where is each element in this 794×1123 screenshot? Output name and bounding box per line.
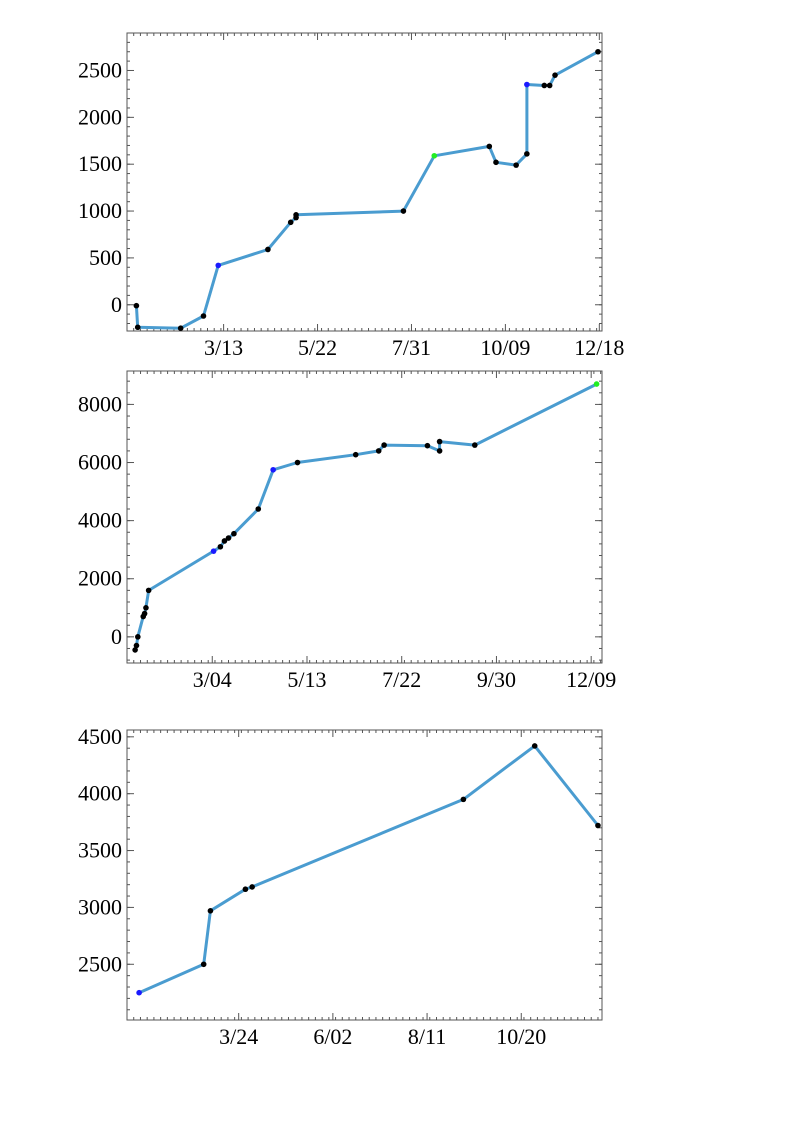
data-point: [436, 438, 443, 445]
x-tick-label: 10/20: [496, 1024, 546, 1049]
data-point: [265, 246, 271, 253]
data-point: [593, 381, 600, 387]
data-point: [287, 219, 294, 226]
data-point: [546, 82, 553, 89]
data-point: [294, 459, 301, 466]
data-point: [132, 647, 138, 653]
data-point: [221, 538, 228, 544]
x-tick-label: 5/22: [298, 335, 337, 360]
x-tick-label: 9/30: [477, 667, 516, 692]
series-line: [133, 382, 599, 652]
data-point: [207, 908, 214, 914]
y-tick-label: 4500: [78, 724, 122, 749]
data-point: [486, 143, 493, 150]
data-point: [595, 48, 601, 55]
y-tick-label: 4000: [78, 508, 122, 533]
y-tick-label: 0: [111, 292, 122, 317]
data-point: [210, 548, 217, 554]
y-tick-label: 4000: [78, 781, 122, 806]
chart-panel-1: 3/13 5/22 7/31 10/09 12/18 0 500 1000 1500 2000 25…: [78, 32, 624, 360]
data-point: [249, 884, 255, 890]
data-point: [217, 543, 224, 550]
y-tick-label: 1000: [78, 198, 122, 223]
data-point: [531, 743, 538, 749]
data-point: [595, 822, 601, 829]
plot-frame: [126, 729, 603, 1021]
x-tick-label: 3/24: [219, 1024, 258, 1049]
data-point: [145, 587, 152, 594]
x-tick-label: 6/02: [313, 1024, 352, 1049]
data-point: [200, 313, 207, 319]
data-point: [524, 81, 530, 88]
x-tick-label: 12/09: [566, 667, 616, 692]
plot-frame: [126, 32, 603, 332]
x-tick-label: 5/13: [287, 667, 326, 692]
y-tick-label: 3500: [78, 838, 122, 863]
plot-frame: [126, 370, 603, 664]
data-point: [141, 610, 148, 617]
y-tick-label: 3000: [78, 894, 122, 919]
y-tick-label: 2000: [78, 566, 122, 591]
data-point: [381, 442, 387, 448]
x-tick-label: 7/22: [382, 667, 421, 692]
data-point: [135, 634, 141, 640]
data-point: [133, 302, 140, 309]
data-point: [400, 208, 407, 214]
data-point: [493, 159, 499, 166]
data-point: [436, 448, 443, 454]
y-tick-label: 0: [111, 624, 122, 649]
data-point: [215, 262, 222, 269]
chart-panel-3: 3/24 6/02 8/11 10/20 2500 3000 3500 4000 4500: [78, 724, 603, 1049]
data-point: [143, 604, 149, 611]
data-point: [177, 325, 184, 331]
x-tick-label: 7/31: [392, 335, 431, 360]
x-tick-label: 10/09: [480, 335, 530, 360]
chart-panel-2: 3/04 5/13 7/22 9/30 12/09 0 2000 4000 6000 8000: [78, 370, 616, 692]
y-tick-label: 2500: [78, 57, 122, 82]
data-point: [431, 152, 438, 159]
data-point: [552, 72, 558, 78]
data-point: [225, 535, 232, 541]
data-point: [134, 324, 141, 331]
data-point: [352, 451, 359, 458]
series-line: [134, 50, 600, 330]
data-point: [424, 442, 431, 449]
data-point: [460, 796, 467, 803]
data-point: [471, 442, 478, 448]
y-tick-label: 2500: [78, 951, 122, 976]
data-point: [513, 162, 519, 168]
x-tick-label: 3/04: [193, 667, 232, 692]
data-point: [136, 989, 142, 996]
y-tick-label: 2000: [78, 104, 122, 129]
data-point: [270, 466, 276, 473]
data-point: [524, 151, 530, 157]
data-point: [541, 82, 548, 89]
data-point: [242, 886, 249, 893]
x-tick-label: 3/13: [204, 335, 243, 360]
series-line: [137, 744, 600, 995]
data-point: [200, 961, 207, 968]
data-point: [375, 448, 382, 454]
x-tick-label: 12/18: [574, 335, 624, 360]
x-tick-label: 8/11: [408, 1024, 446, 1049]
y-tick-label: 500: [89, 245, 122, 270]
y-tick-label: 6000: [78, 450, 122, 475]
data-point: [255, 506, 262, 512]
data-point: [293, 211, 299, 218]
y-tick-label: 1500: [78, 151, 122, 176]
y-tick-label: 8000: [78, 391, 122, 416]
data-point: [133, 642, 140, 649]
data-point: [231, 530, 237, 537]
